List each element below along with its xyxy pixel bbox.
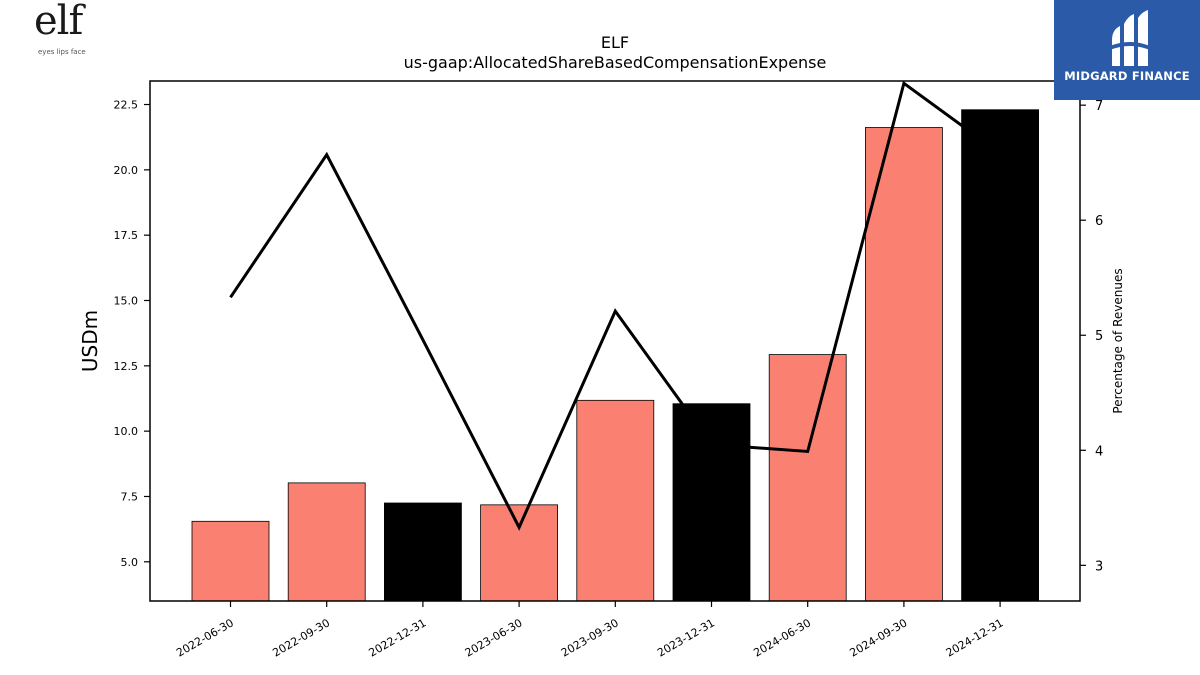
- y-axis-label: USDm: [78, 310, 102, 372]
- chart-title: us-gaap:AllocatedShareBasedCompensationE…: [404, 53, 827, 72]
- y-tick-label: 5.0: [121, 556, 139, 569]
- bar-2022-06-30: [191, 520, 270, 602]
- x-tick-label: 2022-06-30: [174, 616, 236, 659]
- x-tick-label: 2022-09-30: [270, 616, 332, 659]
- y2-tick-label: 6: [1095, 214, 1103, 229]
- x-tick-label: 2024-06-30: [751, 616, 813, 659]
- y-tick-label: 17.5: [114, 229, 139, 242]
- bar-2024-12-31: [961, 109, 1039, 602]
- line-layer: [229, 81, 1001, 531]
- bar-2023-09-30: [576, 399, 655, 602]
- bar-2024-06-30: [768, 354, 847, 602]
- y2-tick-label: 3: [1095, 559, 1103, 574]
- bar-2022-09-30: [287, 482, 366, 602]
- elf-logo-tagline: eyes lips face: [38, 48, 86, 56]
- y-axis-left: 5.0 7.5 10.0 12.5 15.0 17.5 20.0 22.5: [114, 99, 150, 569]
- midgard-logo-text: MIDGARD FINANCE: [1064, 69, 1190, 83]
- x-tick-label: 2022-12-31: [367, 616, 429, 659]
- x-tick-label: 2024-12-31: [944, 616, 1006, 659]
- x-tick-label: 2024-09-30: [848, 616, 910, 659]
- y-tick-label: 15.0: [114, 294, 139, 307]
- y2-tick-label: 5: [1095, 329, 1103, 344]
- y-axis-right: 3 4 5 6 7: [1080, 99, 1103, 574]
- y-tick-label: 12.5: [114, 360, 139, 373]
- y-tick-label: 10.0: [114, 425, 139, 438]
- percentage-line: [229, 81, 1001, 531]
- midgard-finance-logo: MIDGARD FINANCE: [1054, 0, 1200, 100]
- midgard-logo-icon: [1110, 10, 1150, 66]
- bars: [191, 109, 1039, 602]
- y-tick-label: 7.5: [121, 490, 139, 503]
- elf-logo: elf eyes lips face: [30, 0, 96, 62]
- y-tick-label: 20.0: [114, 164, 139, 177]
- x-tick-label: 2023-06-30: [463, 616, 525, 659]
- chart-ticker: ELF: [601, 33, 629, 52]
- bar-2023-12-31: [672, 403, 751, 602]
- bar-2022-12-31: [383, 502, 462, 602]
- y2-axis-label: Percentage of Revenues: [1111, 268, 1125, 413]
- bar-2024-09-30: [865, 127, 943, 602]
- x-tick-label: 2023-12-31: [655, 616, 717, 659]
- x-axis: 2022-06-30 2022-09-30 2022-12-31 2023-06-30…: [174, 601, 1006, 660]
- y-tick-label: 22.5: [114, 99, 139, 112]
- elf-logo-mark: elf: [34, 0, 83, 44]
- y2-tick-label: 7: [1095, 99, 1103, 114]
- x-tick-label: 2023-09-30: [559, 616, 621, 659]
- y2-tick-label: 4: [1095, 444, 1103, 459]
- bar-2023-06-30: [480, 504, 559, 602]
